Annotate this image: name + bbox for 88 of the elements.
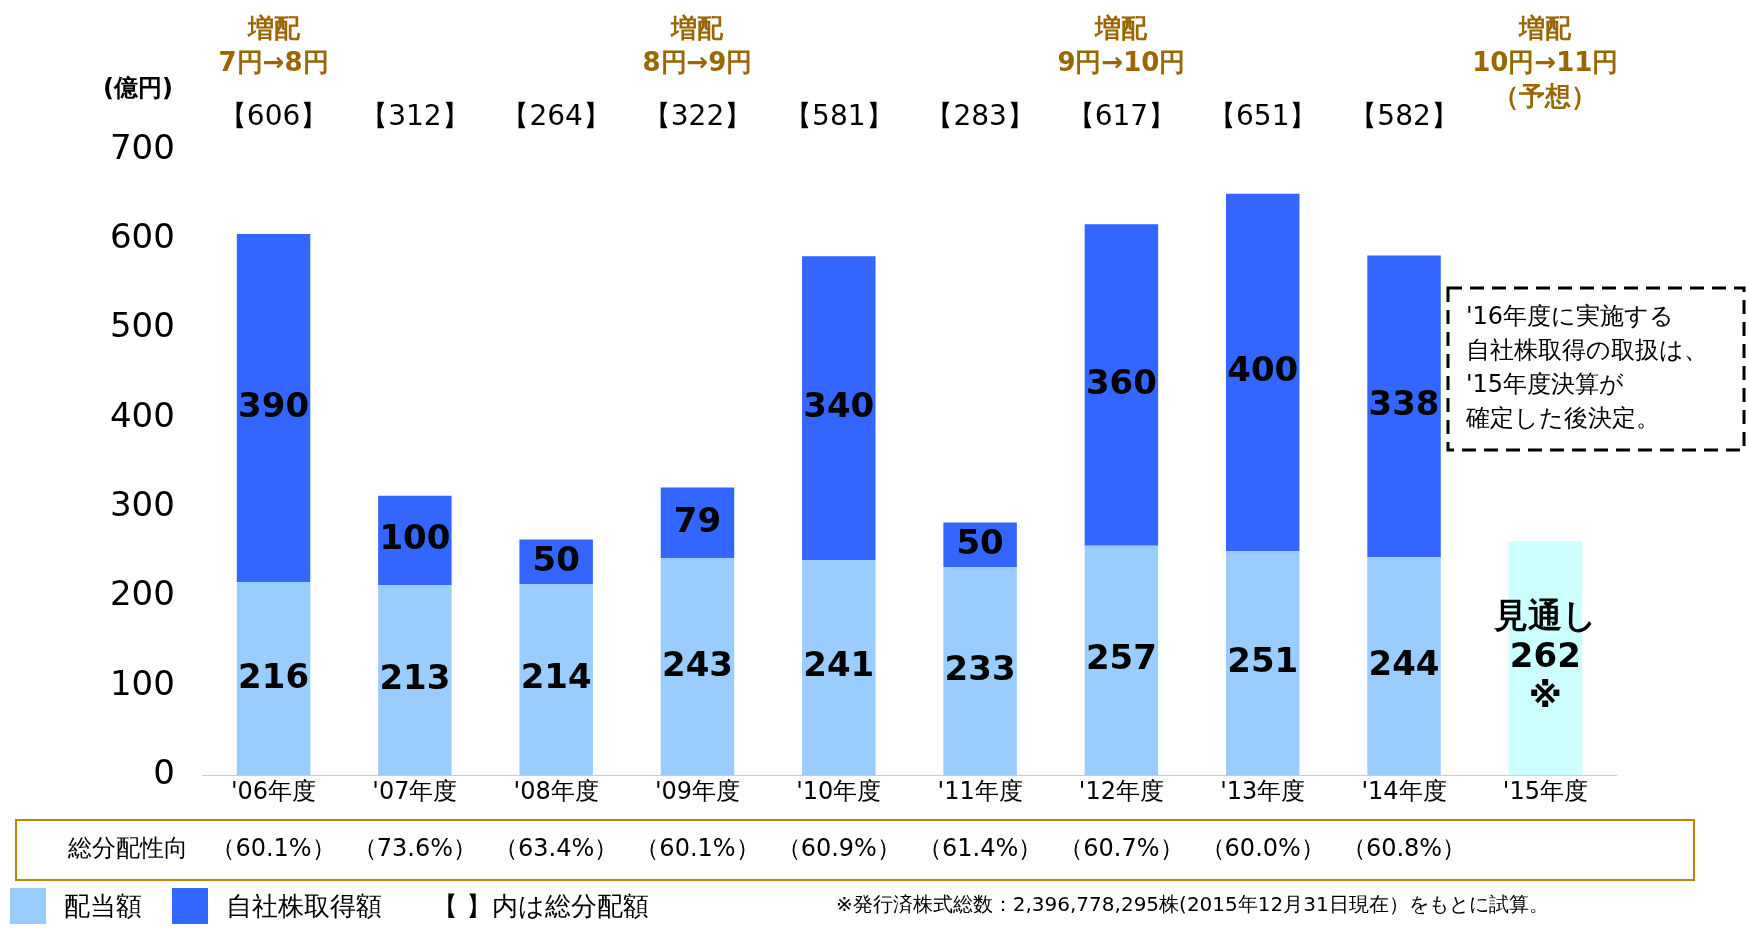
data-label: 216 (238, 655, 310, 696)
data-label: 233 (944, 647, 1016, 688)
text: 10円→11円 (1472, 46, 1619, 77)
y-tick-label: 600 (109, 216, 175, 257)
text: （60.9%） (776, 834, 901, 863)
y-tick-label: 300 (109, 484, 175, 525)
text: 【283】 (925, 99, 1035, 133)
text: （73.6%） (352, 834, 477, 863)
bar (236, 582, 311, 776)
text: 増配 (246, 12, 301, 43)
text: （予想） (1493, 80, 1598, 111)
text: 【312】 (360, 99, 470, 133)
x-tick-label: '11年度 (937, 776, 1023, 805)
bar (943, 567, 1017, 776)
text: 【581】 (784, 99, 894, 133)
text: （60.1%） (211, 834, 336, 863)
text: （61.4%） (917, 834, 1043, 863)
annotation: '16年度に実施する (1466, 302, 1675, 331)
y-tick-label: 500 (109, 305, 175, 346)
bar (378, 584, 452, 776)
data-label: 100 (379, 517, 451, 558)
y-tick-label: 0 (153, 752, 175, 793)
data-label: 214 (520, 656, 592, 697)
data-label: 79 (673, 499, 722, 540)
annotation: 確定した後決定。 (1465, 404, 1660, 433)
text: ※発行済株式総数：2,396,778,295株(2015年12月31日現在）をもとに試算。 (836, 892, 1549, 917)
y-tick-label: 700 (109, 126, 175, 167)
text: 【651】 (1208, 99, 1318, 133)
data-label: 360 (1085, 361, 1157, 402)
x-tick-label: '13年度 (1220, 776, 1306, 805)
text: 【264】 (501, 99, 611, 133)
bar (660, 558, 735, 776)
data-label: 257 (1085, 637, 1157, 678)
data-label: 50 (956, 521, 1004, 562)
data-label: 340 (803, 384, 875, 425)
y-tick-label: 400 (109, 394, 175, 435)
text: 総分配性向 (67, 834, 188, 863)
bar (802, 559, 876, 776)
text: 8円→9円 (642, 46, 753, 77)
text: 増配 (670, 12, 725, 43)
bar (519, 584, 593, 776)
x-tick-label: '07年度 (372, 776, 458, 805)
x-tick-label: '10年度 (796, 776, 882, 805)
text: 【322】 (642, 99, 753, 133)
y-tick-label: 100 (109, 662, 175, 703)
data-label: 243 (661, 643, 733, 684)
bar (1225, 193, 1300, 552)
x-tick-label: '14年度 (1361, 776, 1447, 805)
text: （60.0%） (1200, 834, 1325, 863)
data-label: 338 (1368, 383, 1440, 424)
text: （60.1%） (635, 834, 760, 863)
legend-label: 配当額 (64, 889, 142, 923)
annotation: 自社株取得の取扱は、 (1466, 336, 1708, 365)
text: （63.4%） (494, 834, 619, 863)
legend-label: 自社株取得額 (226, 889, 382, 923)
data-label: 244 (1368, 643, 1440, 684)
x-tick-label: '06年度 (230, 776, 317, 805)
data-label: 213 (379, 656, 451, 697)
text: 【606】 (218, 99, 329, 133)
data-label: 400 (1227, 349, 1299, 390)
x-tick-label: '08年度 (513, 776, 599, 805)
bar (1367, 255, 1441, 558)
text: 【617】 (1066, 99, 1177, 133)
data-label: 50 (532, 538, 580, 579)
bar (1084, 224, 1159, 546)
text: 【582】 (1349, 99, 1459, 133)
bar (1367, 557, 1441, 776)
text: （60.8%） (1341, 834, 1467, 863)
x-tick-label: '15年度 (1502, 776, 1588, 805)
data-label: 241 (803, 644, 875, 685)
text: 【 】内は総分配額 (432, 889, 650, 923)
text: 9円→10円 (1057, 46, 1186, 77)
y-axis-title: (億円) (103, 74, 173, 103)
bar (236, 233, 311, 583)
text: （60.7%） (1059, 834, 1184, 863)
data-label: 251 (1227, 639, 1299, 680)
bar (802, 256, 876, 560)
data-label: 見通し 262 ※ (1492, 595, 1597, 716)
text: 増配 (1518, 12, 1573, 43)
text: 7円→8円 (218, 46, 329, 77)
bar (1225, 551, 1300, 776)
annotation: '15年度決算が (1466, 370, 1625, 399)
x-tick-label: '12年度 (1078, 776, 1164, 805)
data-label: 390 (238, 384, 310, 425)
bar (1084, 545, 1159, 776)
x-tick-label: '09年度 (654, 776, 741, 805)
y-tick-label: 200 (109, 573, 175, 614)
text: 増配 (1094, 12, 1149, 43)
